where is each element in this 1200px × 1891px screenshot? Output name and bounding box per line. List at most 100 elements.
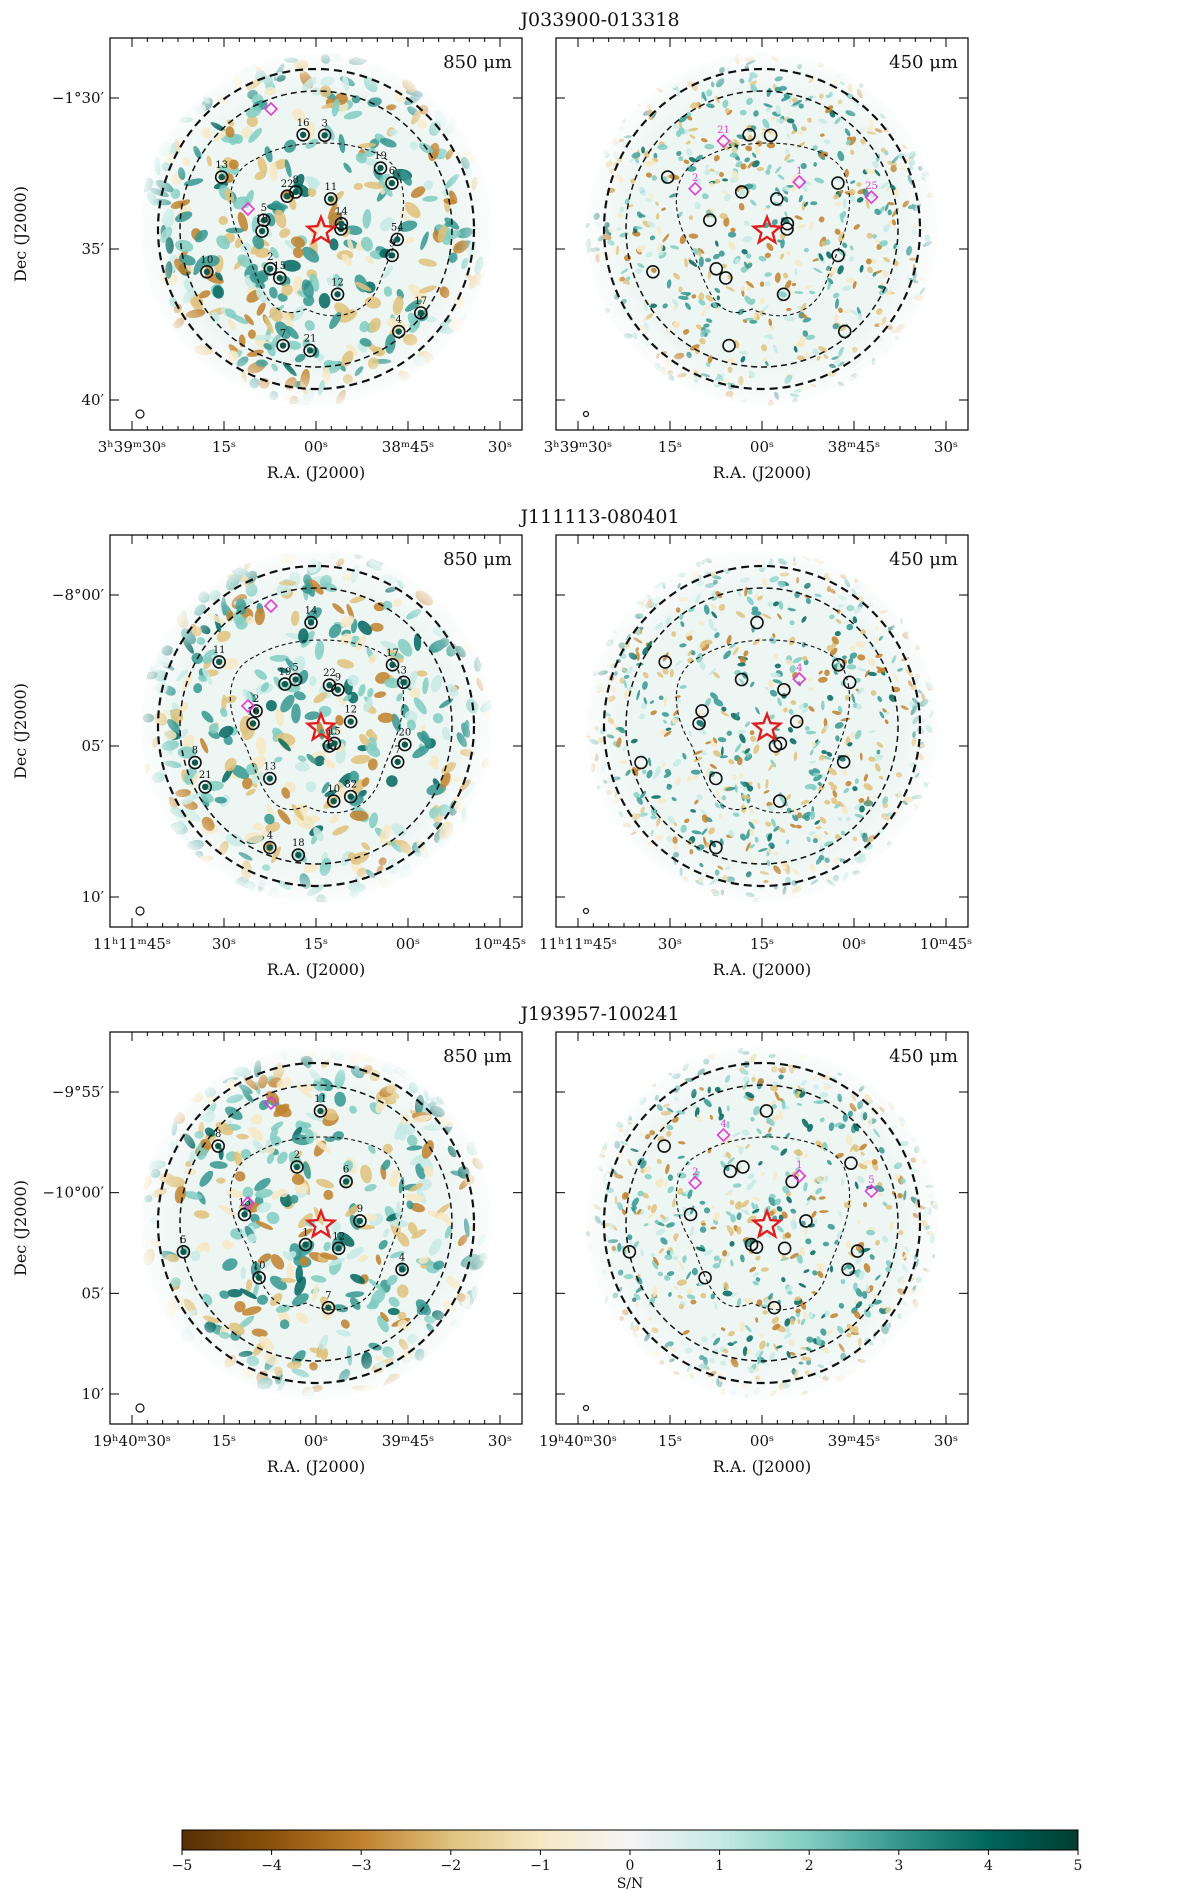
source-circle	[317, 128, 332, 143]
detected-source: 54	[390, 222, 405, 247]
dec-tick-label: −1°30′	[52, 89, 105, 107]
coverage-contour-inner	[675, 142, 851, 317]
source-circle	[683, 1207, 698, 1222]
dec-tick-label: 35′	[82, 240, 105, 258]
source-circle	[214, 170, 229, 184]
source-circle	[290, 1160, 304, 1174]
source-circle	[841, 1262, 855, 1277]
ra-tick-label: 10ᵐ45ˢ	[474, 935, 526, 953]
detected-source: 12	[330, 277, 345, 302]
ra-tick-label: 39ᵐ45ˢ	[828, 1432, 880, 1450]
detected-source	[759, 1104, 774, 1118]
detected-source	[789, 714, 804, 729]
detected-source	[776, 287, 791, 302]
target-star-marker	[304, 213, 338, 245]
source-peak	[334, 686, 342, 693]
detected-source	[709, 771, 723, 786]
diamond-marker	[716, 133, 731, 149]
detected-source	[722, 338, 736, 353]
source-circle	[763, 128, 778, 143]
detected-source	[773, 736, 788, 751]
detected-source	[634, 755, 648, 770]
detected-source: 10	[252, 1261, 266, 1285]
dec-axis-label: Dec (J2000)	[11, 186, 30, 282]
ra-tick-label: 00ˢ	[842, 935, 866, 953]
diamond-marker	[263, 1095, 279, 1111]
source-peak	[241, 1211, 248, 1218]
source-peak	[283, 192, 291, 200]
map-panel: 123457891011121314151617181920212282850 …	[52, 534, 526, 979]
source-number: 5	[180, 1235, 186, 1246]
source-circle	[385, 176, 399, 190]
dec-tick-label: 05′	[82, 1284, 105, 1302]
detected-source	[646, 264, 660, 279]
ra-tick-label: 00ˢ	[396, 935, 420, 953]
source-circle	[703, 213, 717, 228]
beam-size	[582, 1404, 590, 1412]
source-peak	[394, 758, 401, 766]
ra-tick-label: 15ˢ	[750, 935, 774, 953]
dec-axis-label: Dec (J2000)	[11, 1180, 30, 1276]
colorbar-tick-label: −3	[351, 1858, 372, 1874]
source-circle	[343, 714, 358, 729]
source-circle	[288, 185, 303, 199]
radio-counterpart-diamond: 1	[792, 166, 807, 190]
diamond-label: 4	[796, 663, 802, 674]
colorbar-tick-label: 3	[894, 1858, 903, 1874]
ra-tick-label: 00ˢ	[750, 438, 774, 456]
source-number: 10	[201, 255, 214, 266]
source-circle	[777, 1241, 792, 1256]
ra-tick-label: 10ᵐ45ˢ	[920, 935, 972, 953]
detected-source	[660, 170, 675, 184]
dec-tick-label: −10°00′	[42, 1184, 104, 1202]
beam-size	[135, 906, 145, 916]
colorbar-tick-label: 0	[626, 1858, 635, 1874]
detected-source: 10	[326, 784, 341, 808]
detected-source	[709, 261, 724, 276]
source-circle	[313, 1104, 328, 1118]
diamond-marker	[263, 101, 279, 117]
source-peak	[326, 682, 333, 689]
source-peak	[218, 173, 225, 181]
detected-source	[749, 1240, 764, 1254]
source-peak	[295, 851, 302, 859]
source-number: 1	[326, 729, 332, 740]
source-circle	[390, 232, 405, 247]
diamond-marker	[716, 1127, 731, 1143]
source-circle	[276, 338, 290, 353]
source-circle	[722, 338, 736, 353]
ra-tick-label: 15ˢ	[212, 1432, 236, 1450]
source-number: 8	[215, 1129, 221, 1140]
source-circle	[321, 1300, 336, 1315]
radio-counterpart-diamond: 4	[792, 663, 807, 687]
detected-source	[698, 1270, 712, 1285]
source-peak	[281, 680, 289, 688]
source-circle	[837, 324, 852, 339]
source-number: 17	[386, 648, 399, 659]
source-circle	[844, 1156, 858, 1170]
ra-axis-label: R.A. (J2000)	[267, 1457, 365, 1476]
source-peak	[338, 220, 345, 227]
detected-source	[718, 271, 733, 285]
coverage-contour-outer	[602, 67, 922, 391]
detected-source	[658, 655, 672, 669]
source-number: 13	[263, 761, 276, 772]
source-circle	[742, 127, 756, 142]
detected-source	[622, 1245, 637, 1259]
ra-axis-label: R.A. (J2000)	[713, 463, 811, 482]
coverage-contour-inner	[675, 1136, 851, 1311]
source-number: 14	[335, 207, 348, 218]
source-circle	[413, 306, 428, 320]
band-label: 450 μm	[889, 1046, 958, 1067]
detected-source: 82	[343, 780, 358, 804]
dec-tick-label: −9°55′	[52, 1083, 105, 1101]
source-number: 2	[267, 252, 273, 263]
ra-axis-label: R.A. (J2000)	[267, 960, 365, 979]
dec-tick-label: 40′	[82, 391, 105, 409]
detected-source	[841, 1262, 855, 1277]
detected-source	[683, 1207, 698, 1222]
detected-source: 12	[343, 705, 358, 729]
detected-source	[734, 185, 749, 199]
